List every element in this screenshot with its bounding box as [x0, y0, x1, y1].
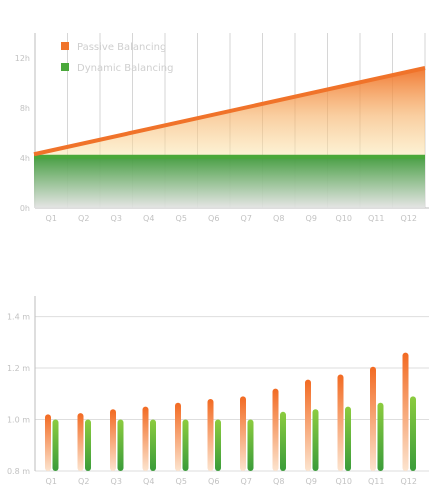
bar-chart-grid [34, 296, 429, 472]
x-tick-label: Q8 [273, 214, 284, 223]
bar-passive [370, 366, 376, 471]
legend-label-dynamic: Dynamic Balancing [77, 63, 173, 74]
x-tick-label: Q11 [368, 214, 384, 223]
x-tick-label: Q2 [78, 477, 89, 486]
x-tick-label: Q4 [143, 477, 154, 486]
y-tick-label: 12h [15, 54, 30, 63]
bar-dynamic [312, 409, 319, 471]
x-tick-label: Q6 [208, 214, 219, 223]
x-tick-label: Q4 [143, 214, 154, 223]
x-tick-label: Q3 [111, 214, 122, 223]
x-tick-label: Q3 [111, 477, 122, 486]
area-chart-legend: Passive Balancing Dynamic Balancing [61, 42, 173, 74]
bar-passive [142, 406, 149, 471]
area-chart-y-ticks: 0h 4h 8h 12h [15, 54, 30, 213]
bar-passive [272, 388, 279, 471]
bar-dynamic [280, 411, 286, 471]
bar-dynamic [85, 419, 91, 471]
y-tick-label: 0h [20, 204, 30, 213]
x-tick-label: Q9 [306, 477, 317, 486]
line-passive [33, 66, 426, 157]
bar-passive [207, 398, 214, 471]
bar-chart-y-ticks: 0.8 m 1.0 m 1.2 m 1.4 m [7, 313, 30, 476]
x-tick-label: Q10 [336, 214, 352, 223]
area-dynamic [34, 156, 425, 208]
y-tick-label: 1.4 m [7, 313, 30, 322]
bar-passive [240, 396, 246, 471]
x-tick-label: Q10 [336, 477, 352, 486]
y-tick-label: 0.8 m [7, 467, 30, 476]
y-tick-label: 4h [20, 154, 30, 163]
bar-dynamic [182, 419, 189, 471]
bar-passive [305, 379, 311, 471]
x-tick-label: Q7 [241, 477, 252, 486]
bar-passive [110, 409, 116, 471]
bar-dynamic [377, 402, 384, 471]
legend-swatch-dynamic [61, 63, 69, 71]
bar-chart-x-ticks: Q1 Q2 Q3 Q4 Q5 Q6 Q7 Q8 Q9 Q10 Q11 Q12 [46, 477, 417, 486]
area-chart-areas [33, 66, 426, 208]
legend-label-passive: Passive Balancing [77, 42, 166, 53]
area-chart: 0h 4h 8h 12h Q1 Q2 Q3 Q4 Q5 Q6 Q7 Q8 Q9 Q10 Q11 Q12 Pa… [15, 33, 429, 223]
legend-swatch-passive [61, 42, 69, 50]
x-tick-label: Q5 [176, 477, 187, 486]
bar-passive [402, 352, 409, 471]
bar-dynamic [410, 396, 416, 471]
bar-dynamic [345, 406, 351, 471]
bar-passive [77, 413, 84, 471]
x-tick-label: Q2 [78, 214, 89, 223]
x-tick-label: Q12 [401, 214, 417, 223]
bar-passive [45, 414, 51, 471]
y-tick-label: 8h [20, 104, 30, 113]
bar-passive [337, 374, 344, 471]
bar-dynamic [247, 419, 254, 471]
x-tick-label: Q1 [46, 477, 57, 486]
x-tick-label: Q5 [176, 214, 187, 223]
y-tick-label: 1.0 m [7, 416, 30, 425]
y-tick-label: 1.2 m [7, 364, 30, 373]
x-tick-label: Q9 [306, 214, 317, 223]
bar-dynamic [215, 419, 221, 471]
x-tick-label: Q7 [241, 214, 252, 223]
x-tick-label: Q1 [46, 214, 57, 223]
bar-chart: 0.8 m1.0 m1.2 m1.4 m Q1 Q2 Q3 Q4 Q5 Q6 Q7 Q8 Q9 Q… [7, 296, 429, 486]
bar-dynamic [117, 419, 124, 471]
x-tick-label: Q11 [368, 477, 384, 486]
x-tick-label: Q12 [401, 477, 417, 486]
bar-chart-bars [45, 352, 416, 471]
bar-dynamic [52, 419, 59, 471]
x-tick-label: Q6 [208, 477, 219, 486]
x-tick-label: Q8 [273, 477, 284, 486]
area-chart-x-ticks: Q1 Q2 Q3 Q4 Q5 Q6 Q7 Q8 Q9 Q10 Q11 Q12 [46, 214, 417, 223]
bar-passive [175, 402, 181, 471]
bar-dynamic [150, 419, 156, 471]
